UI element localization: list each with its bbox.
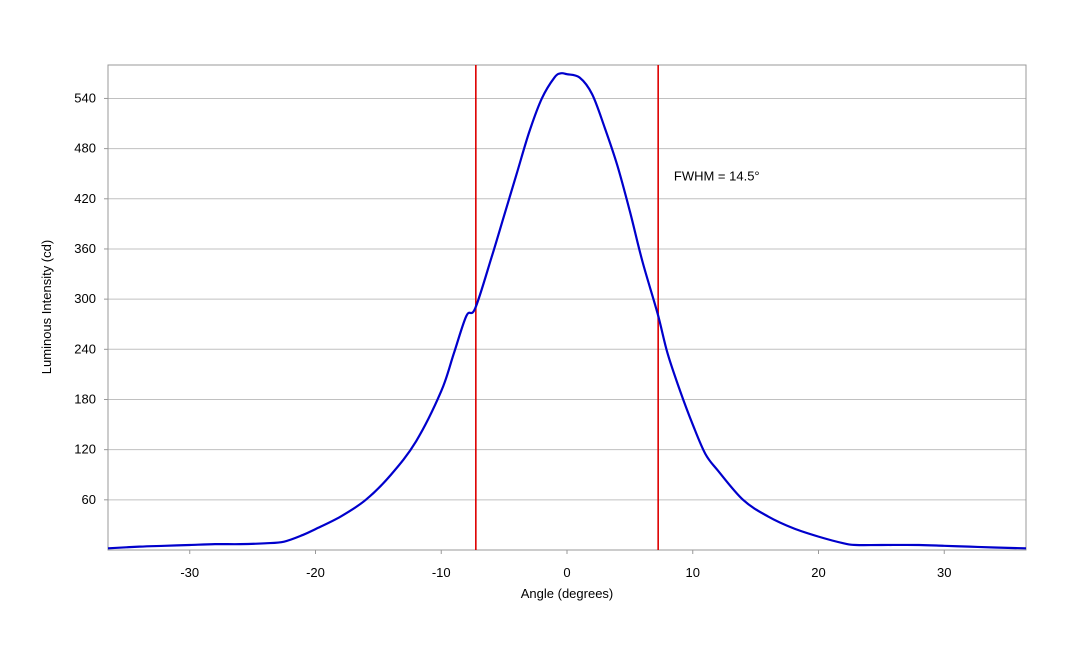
plot-frame (107, 64, 1027, 551)
y-tick-label: 300 (74, 291, 96, 306)
y-axis-title: Luminous Intensity (cd) (39, 240, 54, 374)
y-tick-label: 60 (82, 492, 96, 507)
y-tick-label: 540 (74, 90, 96, 105)
x-tick-label: -10 (432, 565, 451, 580)
annotations: FWHM = 14.5° (674, 168, 760, 183)
y-tick-label: 120 (74, 442, 96, 457)
y-tick-label: 180 (74, 391, 96, 406)
series-layer (107, 72, 1027, 550)
y-tick-label: 360 (74, 241, 96, 256)
y-tick-label: 240 (74, 341, 96, 356)
x-tick-label: -30 (180, 565, 199, 580)
y-axis-ticks: 60 120 180 240 300 360 420 480 540 (74, 90, 108, 507)
intensity-curve (107, 72, 1027, 550)
x-tick-label: 10 (686, 565, 700, 580)
y-tick-label: 480 (74, 141, 96, 156)
x-axis-ticks: -30 -20 -10 0 10 20 30 (180, 550, 951, 580)
fwhm-lines (475, 65, 659, 550)
grid-lines (108, 97, 1026, 501)
fwhm-annotation: FWHM = 14.5° (674, 168, 760, 183)
x-tick-label: 0 (563, 565, 570, 580)
y-tick-label: 420 (74, 191, 96, 206)
x-tick-label: -20 (306, 565, 325, 580)
x-tick-label: 20 (811, 565, 825, 580)
x-tick-label: 30 (937, 565, 951, 580)
x-axis-title: Angle (degrees) (521, 586, 614, 601)
